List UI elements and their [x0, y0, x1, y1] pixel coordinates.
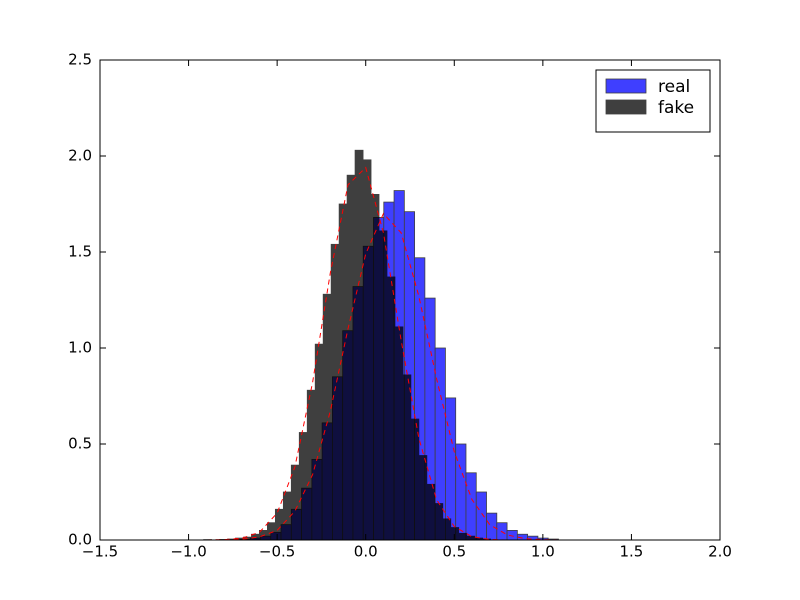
x-tick-label: −1.5	[82, 543, 118, 561]
y-tick-label: 2.0	[68, 147, 92, 165]
x-tick-label: 0.0	[354, 543, 378, 561]
bar	[290, 464, 300, 541]
x-tick-label: 1.5	[619, 543, 643, 561]
legend-swatch	[605, 78, 647, 94]
bar	[354, 149, 364, 541]
bar	[362, 159, 372, 541]
bar	[418, 455, 428, 541]
bar	[306, 389, 316, 541]
y-tick-label: 1.5	[68, 243, 92, 261]
bar	[434, 503, 444, 541]
x-tick-label: 2.0	[708, 543, 732, 561]
bar	[465, 472, 477, 541]
y-tick-label: 2.5	[68, 51, 92, 69]
bar	[410, 418, 420, 541]
y-tick-label: 0.0	[68, 531, 92, 549]
bar	[274, 508, 284, 541]
bar	[322, 293, 332, 541]
bar	[442, 518, 452, 541]
bar	[346, 174, 356, 541]
legend-label: real	[658, 77, 690, 97]
plot-frame	[99, 59, 721, 541]
bar	[475, 491, 487, 541]
bar	[394, 326, 404, 541]
x-tick-label: −1.0	[170, 543, 206, 561]
bar	[298, 432, 308, 541]
y-tick-label: 0.5	[68, 435, 92, 453]
x-tick-label: −0.5	[259, 543, 295, 561]
bar	[426, 483, 436, 541]
bar	[378, 230, 388, 541]
bar	[370, 193, 380, 541]
x-tick-label: 1.0	[531, 543, 555, 561]
bar	[338, 203, 348, 541]
legend-swatch	[605, 99, 647, 115]
bar	[330, 243, 340, 541]
bar	[506, 530, 518, 541]
bar	[386, 276, 396, 541]
bar	[266, 522, 276, 541]
fit-curve	[188, 166, 703, 541]
bar	[486, 512, 498, 541]
x-tick-label: 0.5	[442, 543, 466, 561]
bar	[402, 374, 412, 541]
y-tick-label: 1.0	[68, 339, 92, 357]
bar	[458, 532, 468, 541]
legend-label: fake	[658, 98, 694, 118]
bar	[466, 535, 476, 541]
